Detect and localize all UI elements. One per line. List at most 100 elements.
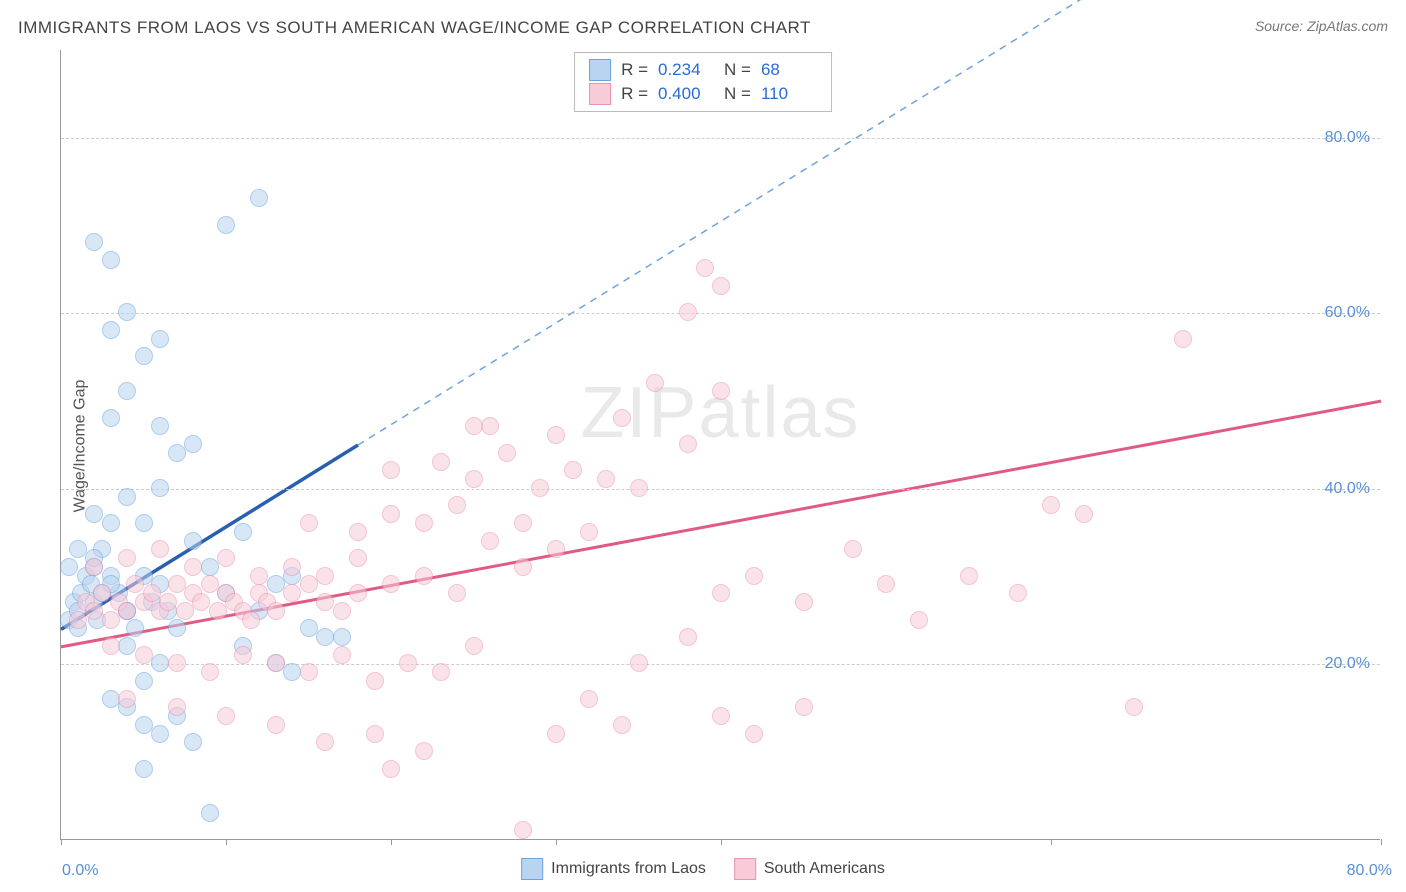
legend-item-sa: South Americans [734,858,885,880]
data-point [547,725,565,743]
data-point [316,593,334,611]
data-point [267,654,285,672]
data-point [135,646,153,664]
data-point [85,558,103,576]
data-point [712,382,730,400]
data-point [465,637,483,655]
data-point [712,584,730,602]
data-point [1075,505,1093,523]
data-point [415,514,433,532]
x-tick [556,839,557,845]
data-point [1042,496,1060,514]
x-axis-start-label: 0.0% [62,862,98,880]
data-point [316,567,334,585]
data-point [69,611,87,629]
data-point [564,461,582,479]
data-point [679,303,697,321]
data-point [102,409,120,427]
stats-row-sa: R = 0.400 N = 110 [589,82,817,106]
data-point [300,619,318,637]
data-point [102,251,120,269]
n-sa: 110 [761,84,817,104]
data-point [1009,584,1027,602]
data-point [349,549,367,567]
data-point [151,540,169,558]
legend-swatch-laos [521,858,543,880]
data-point [382,760,400,778]
data-point [1174,330,1192,348]
data-point [300,575,318,593]
data-point [283,584,301,602]
data-point [333,646,351,664]
data-point [646,374,664,392]
data-point [151,479,169,497]
data-point [481,532,499,550]
data-point [547,540,565,558]
n-laos: 68 [761,60,817,80]
y-tick-label: 40.0% [1325,480,1370,498]
data-point [745,725,763,743]
data-point [168,698,186,716]
data-point [283,663,301,681]
data-point [514,821,532,839]
data-point [102,690,120,708]
data-point [118,637,136,655]
data-point [201,804,219,822]
data-point [168,619,186,637]
data-point [168,444,186,462]
r-laos: 0.234 [658,60,714,80]
data-point [349,523,367,541]
plot-area: ZIPatlas 20.0%40.0%60.0%80.0% [60,50,1380,840]
data-point [349,584,367,602]
data-point [217,707,235,725]
data-point [300,663,318,681]
data-point [333,602,351,620]
data-point [630,479,648,497]
x-axis-end-label: 80.0% [1347,862,1392,880]
data-point [176,602,194,620]
data-point [712,707,730,725]
data-point [679,435,697,453]
data-point [192,593,210,611]
data-point [795,698,813,716]
data-point [267,575,285,593]
data-point [126,575,144,593]
data-point [597,470,615,488]
data-point [135,514,153,532]
data-point [126,619,144,637]
x-tick [1051,839,1052,845]
legend-item-laos: Immigrants from Laos [521,858,706,880]
data-point [168,654,186,672]
data-point [465,417,483,435]
gridline [61,489,1380,490]
data-point [399,654,417,672]
data-point [580,690,598,708]
data-point [712,277,730,295]
r-sa: 0.400 [658,84,714,104]
data-point [250,567,268,585]
data-point [333,628,351,646]
data-point [745,567,763,585]
correlation-stats-box: R = 0.234 N = 68 R = 0.400 N = 110 [574,52,832,112]
legend-label-laos: Immigrants from Laos [551,860,706,878]
chart-title: IMMIGRANTS FROM LAOS VS SOUTH AMERICAN W… [18,18,811,38]
y-tick-label: 80.0% [1325,129,1370,147]
data-point [300,514,318,532]
source-label: Source: ZipAtlas.com [1255,18,1388,34]
data-point [85,505,103,523]
gridline [61,664,1380,665]
gridline [61,313,1380,314]
data-point [844,540,862,558]
data-point [151,417,169,435]
legend-label-sa: South Americans [764,860,885,878]
data-point [366,672,384,690]
data-point [960,567,978,585]
data-point [234,646,252,664]
data-point [366,725,384,743]
data-point [613,409,631,427]
y-tick-label: 60.0% [1325,304,1370,322]
gridline [61,138,1380,139]
data-point [135,760,153,778]
data-point [382,505,400,523]
data-point [201,575,219,593]
